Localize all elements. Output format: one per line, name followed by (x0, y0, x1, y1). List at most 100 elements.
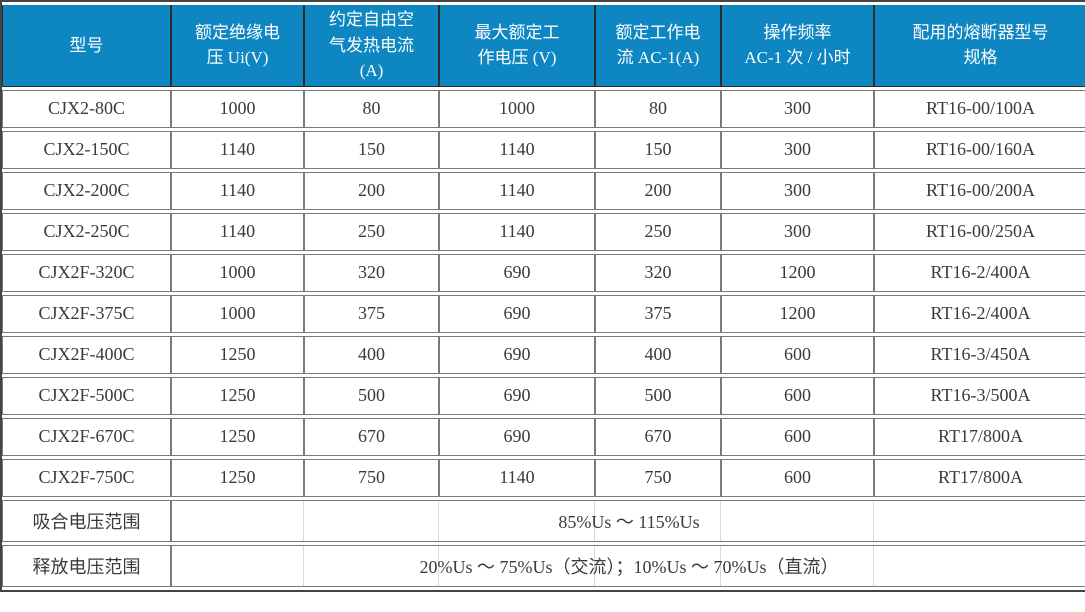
value-cell: 600 (721, 417, 874, 456)
value-cell: 250 (595, 212, 721, 251)
column-header: 额定绝缘电 压 Ui(V) (171, 5, 304, 87)
footer-label-cell: 释放电压范围 (2, 544, 171, 587)
value-cell: RT16-00/250A (874, 212, 1085, 251)
table-row: CJX2F-375C 1000 375 690 375 1200 RT16-2/400A (2, 294, 1085, 333)
faint-column-divider (438, 500, 439, 541)
column-header: 操作频率 AC-1 次 / 小时 (721, 5, 874, 87)
value-cell: RT16-2/400A (874, 294, 1085, 333)
value-cell: RT17/800A (874, 458, 1085, 497)
value-cell: 500 (595, 376, 721, 415)
footer-value-cell: 85%Us ～ 115%Us (171, 499, 1085, 542)
faint-column-divider (873, 545, 874, 586)
value-cell: 1140 (171, 171, 304, 210)
value-cell: 750 (595, 458, 721, 497)
value-cell: 300 (721, 130, 874, 169)
table-row: CJX2F-750C 1250 750 1140 750 600 RT17/800A (2, 458, 1085, 497)
model-cell: CJX2F-320C (2, 253, 171, 292)
value-cell: 750 (304, 458, 439, 497)
value-cell: 1140 (171, 130, 304, 169)
value-cell: 600 (721, 335, 874, 374)
value-cell: 1200 (721, 294, 874, 333)
value-cell: RT16-00/100A (874, 89, 1085, 128)
value-cell: 1140 (439, 212, 595, 251)
table-footer: 吸合电压范围 85%Us ～ 115%Us 释放电压范围 20%Us ～ 75%Us（… (2, 499, 1085, 587)
value-cell: 80 (595, 89, 721, 128)
value-cell: 1250 (171, 335, 304, 374)
model-cell: CJX2F-400C (2, 335, 171, 374)
faint-column-divider (303, 545, 304, 586)
model-cell: CJX2F-750C (2, 458, 171, 497)
footer-value-cell: 20%Us ～ 75%Us（交流）；10%Us ～ 70%Us（直流） (171, 544, 1085, 587)
value-cell: 1250 (171, 376, 304, 415)
faint-column-divider (720, 545, 721, 586)
value-cell: RT16-00/160A (874, 130, 1085, 169)
model-cell: CJX2-200C (2, 171, 171, 210)
model-cell: CJX2F-375C (2, 294, 171, 333)
model-cell: CJX2-150C (2, 130, 171, 169)
table-row: CJX2-250C 1140 250 1140 250 300 RT16-00/250A (2, 212, 1085, 251)
value-cell: RT16-3/450A (874, 335, 1085, 374)
value-cell: 690 (439, 376, 595, 415)
column-header: 配用的熔断器型号 规格 (874, 5, 1085, 87)
value-cell: 690 (439, 294, 595, 333)
value-cell: 200 (595, 171, 721, 210)
value-cell: 400 (304, 335, 439, 374)
column-header: 最大额定工 作电压 (V) (439, 5, 595, 87)
value-cell: 400 (595, 335, 721, 374)
value-cell: 320 (304, 253, 439, 292)
model-cell: CJX2F-500C (2, 376, 171, 415)
table-row: CJX2F-320C 1000 320 690 320 1200 RT16-2/400A (2, 253, 1085, 292)
model-cell: CJX2F-670C (2, 417, 171, 456)
table-header-row: 型号 额定绝缘电 压 Ui(V) 约定自由空 气发热电流 (A) 最大额定工 作电压 … (2, 5, 1085, 87)
value-cell: 670 (304, 417, 439, 456)
value-cell: 1000 (171, 294, 304, 333)
footer-label-cell: 吸合电压范围 (2, 499, 171, 542)
faint-column-divider (594, 545, 595, 586)
value-cell: 375 (304, 294, 439, 333)
value-cell: 200 (304, 171, 439, 210)
table-header: 型号 额定绝缘电 压 Ui(V) 约定自由空 气发热电流 (A) 最大额定工 作电压 … (2, 5, 1085, 87)
value-cell: RT17/800A (874, 417, 1085, 456)
table-body: CJX2-80C 1000 80 1000 80 300 RT16-00/100A CJX2-… (2, 89, 1085, 497)
table-row: CJX2F-400C 1250 400 690 400 600 RT16-3/450A (2, 335, 1085, 374)
value-cell: 1250 (171, 458, 304, 497)
contactor-spec-table: 型号 额定绝缘电 压 Ui(V) 约定自由空 气发热电流 (A) 最大额定工 作电压 … (0, 0, 1085, 592)
table-row: CJX2F-670C 1250 670 690 670 600 RT17/800A (2, 417, 1085, 456)
value-cell: 670 (595, 417, 721, 456)
table-footer-row: 释放电压范围 20%Us ～ 75%Us（交流）；10%Us ～ 70%Us（直流… (2, 544, 1085, 587)
value-cell: RT16-3/500A (874, 376, 1085, 415)
value-cell: 500 (304, 376, 439, 415)
footer-value-text: 85%Us ～ 115%Us (558, 511, 700, 532)
table-footer-row: 吸合电压范围 85%Us ～ 115%Us (2, 499, 1085, 542)
value-cell: 600 (721, 376, 874, 415)
value-cell: RT16-00/200A (874, 171, 1085, 210)
table-row: CJX2-200C 1140 200 1140 200 300 RT16-00/200A (2, 171, 1085, 210)
column-header: 额定工作电 流 AC-1(A) (595, 5, 721, 87)
value-cell: 300 (721, 212, 874, 251)
value-cell: 1140 (439, 171, 595, 210)
value-cell: 1000 (439, 89, 595, 128)
value-cell: 150 (304, 130, 439, 169)
footer-value-text: 20%Us ～ 75%Us（交流）；10%Us ～ 70%Us（直流） (419, 556, 839, 577)
value-cell: 1000 (171, 89, 304, 128)
column-header: 型号 (2, 5, 171, 87)
value-cell: RT16-2/400A (874, 253, 1085, 292)
value-cell: 1200 (721, 253, 874, 292)
table-row: CJX2-80C 1000 80 1000 80 300 RT16-00/100A (2, 89, 1085, 128)
value-cell: 300 (721, 171, 874, 210)
faint-column-divider (594, 500, 595, 541)
value-cell: 1140 (171, 212, 304, 251)
value-cell: 1140 (439, 130, 595, 169)
model-cell: CJX2-250C (2, 212, 171, 251)
value-cell: 320 (595, 253, 721, 292)
value-cell: 1000 (171, 253, 304, 292)
value-cell: 80 (304, 89, 439, 128)
value-cell: 1140 (439, 458, 595, 497)
column-header: 约定自由空 气发热电流 (A) (304, 5, 439, 87)
value-cell: 600 (721, 458, 874, 497)
value-cell: 300 (721, 89, 874, 128)
value-cell: 150 (595, 130, 721, 169)
faint-column-divider (720, 500, 721, 541)
faint-column-divider (438, 545, 439, 586)
